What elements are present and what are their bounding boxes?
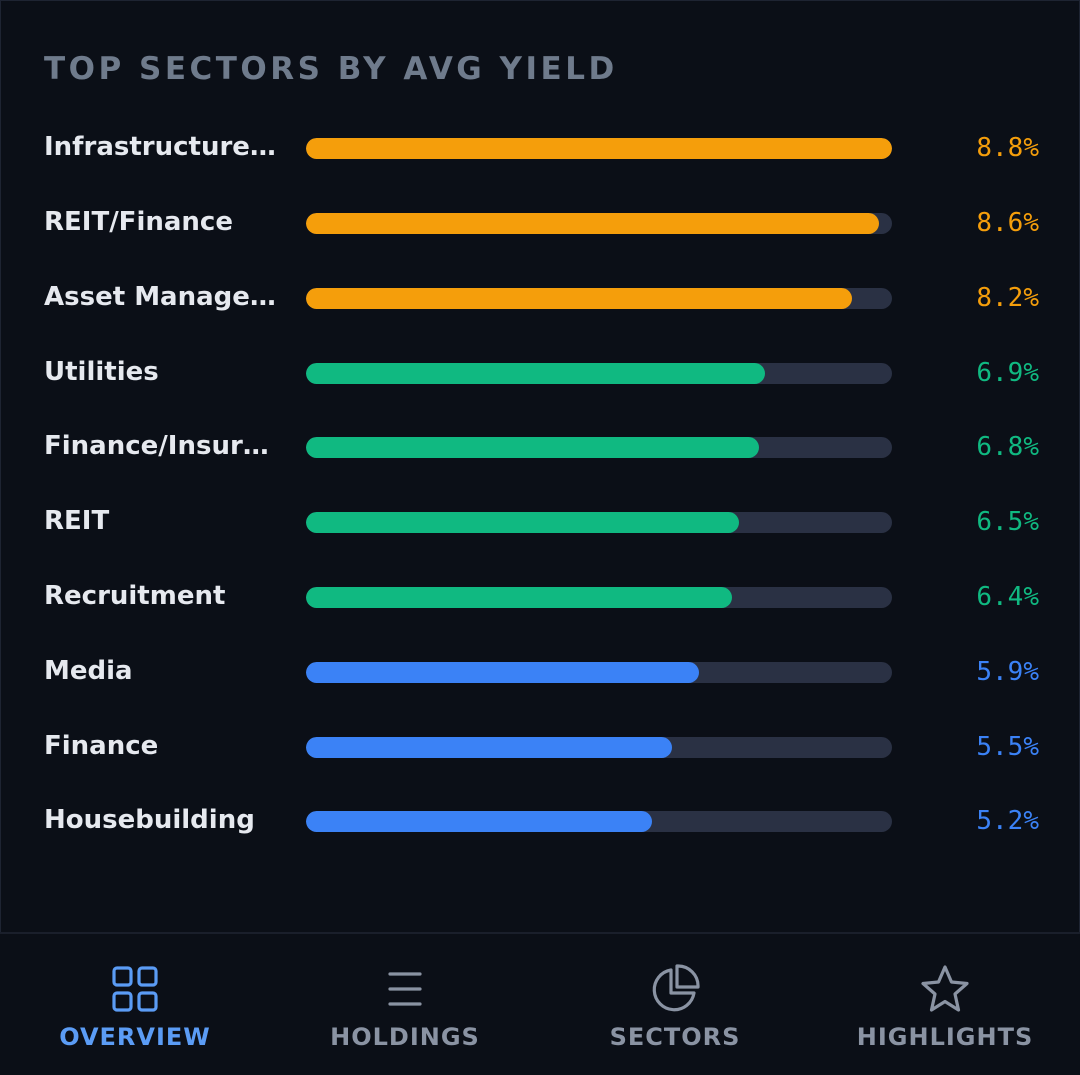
sector-row: Utilities 6.9% (1, 351, 1080, 395)
sector-label: REIT/Finance (44, 207, 233, 237)
sector-row: Finance 5.5% (1, 725, 1080, 769)
sector-yield-value: 5.2% (976, 806, 1039, 836)
sector-row: REIT 6.5% (1, 500, 1080, 544)
yield-bar-track (306, 213, 892, 234)
yield-bar-track (306, 662, 892, 683)
sector-yield-card: TOP SECTORS BY AVG YIELD Infrastructure/… (0, 0, 1080, 933)
sector-yield-value: 6.5% (976, 507, 1039, 537)
grid-icon (112, 966, 158, 1012)
sector-yield-value: 6.9% (976, 358, 1039, 388)
sector-label: Housebuilding (44, 805, 255, 835)
yield-bar-track (306, 512, 892, 533)
yield-bar-fill (306, 662, 699, 683)
tab-overview-label: OVERVIEW (59, 1023, 211, 1051)
sector-row: Recruitment 6.4% (1, 575, 1080, 619)
yield-bar-fill (306, 587, 733, 608)
yield-bar-fill (306, 363, 766, 384)
yield-bar-track (306, 811, 892, 832)
section-title: TOP SECTORS BY AVG YIELD (44, 51, 618, 87)
sector-yield-value: 5.5% (976, 732, 1039, 762)
sector-label: Infrastructure/R… (44, 132, 282, 162)
tab-overview[interactable]: OVERVIEW (0, 934, 270, 1075)
sector-yield-value: 8.6% (976, 208, 1039, 238)
sector-label: Media (44, 656, 133, 686)
yield-bar-track (306, 587, 892, 608)
yield-bar-track (306, 363, 892, 384)
sector-row: Housebuilding 5.2% (1, 799, 1080, 843)
tab-sectors-label: SECTORS (609, 1023, 741, 1051)
yield-bar-fill (306, 138, 892, 159)
sector-row: REIT/Finance 8.6% (1, 201, 1080, 245)
sector-yield-value: 8.8% (976, 133, 1039, 163)
yield-bar-fill (306, 213, 879, 234)
yield-bar-fill (306, 811, 653, 832)
sector-label: Finance/Insuran… (44, 431, 282, 461)
sector-label: Finance (44, 731, 159, 761)
sector-label: Asset Managem… (44, 282, 282, 312)
yield-bar-fill (306, 288, 853, 309)
sector-row: Infrastructure/R… 8.8% (1, 126, 1080, 170)
sector-row: Media 5.9% (1, 650, 1080, 694)
sector-row: Asset Managem… 8.2% (1, 276, 1080, 320)
yield-bar-track (306, 437, 892, 458)
yield-bar-fill (306, 737, 673, 758)
sector-yield-value: 5.9% (976, 657, 1039, 687)
pie-chart-icon (652, 964, 700, 1012)
sector-yield-value: 6.8% (976, 432, 1039, 462)
sector-label: REIT (44, 506, 110, 536)
sector-yield-value: 6.4% (976, 582, 1039, 612)
star-icon (921, 965, 969, 1012)
sector-label: Utilities (44, 357, 159, 387)
yield-bar-fill (306, 512, 739, 533)
tab-highlights[interactable]: HIGHLIGHTS (810, 934, 1080, 1075)
tab-highlights-label: HIGHLIGHTS (856, 1023, 1034, 1051)
sector-yield-value: 8.2% (976, 283, 1039, 313)
yield-bar-track (306, 288, 892, 309)
sector-row: Finance/Insuran… 6.8% (1, 425, 1080, 469)
sector-label: Recruitment (44, 581, 226, 611)
yield-bar-track (306, 737, 892, 758)
bottom-tab-bar: OVERVIEW HOLDINGS SECTORS HIGHLIGHTS (0, 932, 1080, 1075)
yield-bar-fill (306, 437, 759, 458)
list-icon (388, 972, 422, 1006)
tab-sectors[interactable]: SECTORS (540, 934, 810, 1075)
tab-holdings-label: HOLDINGS (330, 1023, 480, 1051)
yield-bar-track (306, 138, 892, 159)
tab-holdings[interactable]: HOLDINGS (270, 934, 540, 1075)
